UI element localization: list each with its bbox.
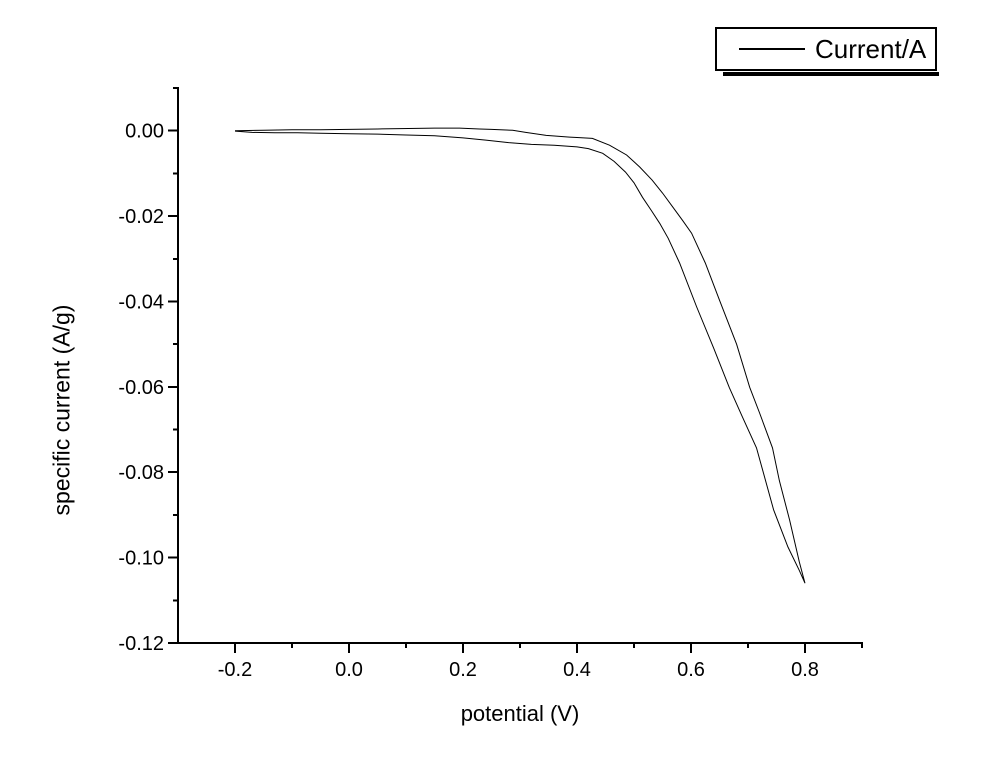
x-tick-label: 0.8 [791,659,819,681]
y-axis-title: specific current (A/g) [48,304,75,516]
x-tick-label: -0.2 [218,659,252,681]
legend-box: Current/A [715,27,939,76]
x-axis-title: potential (V) [460,701,580,726]
y-tick-label: -0.02 [118,206,164,228]
legend-line-sample-icon [739,48,805,50]
x-tick-label: 0.0 [335,659,363,681]
x-tick-label: 0.4 [563,659,591,681]
y-tick-label: -0.12 [118,633,164,655]
x-tick-label: 0.6 [677,659,705,681]
legend-label: Current/A [815,34,927,64]
y-tick-label: -0.10 [118,548,164,570]
cv-curve [234,127,806,584]
x-tick-label: 0.2 [449,659,477,681]
y-tick-label: -0.06 [118,377,164,399]
y-tick-label: -0.04 [118,291,164,313]
y-tick-label: 0.00 [125,121,164,143]
y-tick-label: -0.08 [118,462,164,484]
